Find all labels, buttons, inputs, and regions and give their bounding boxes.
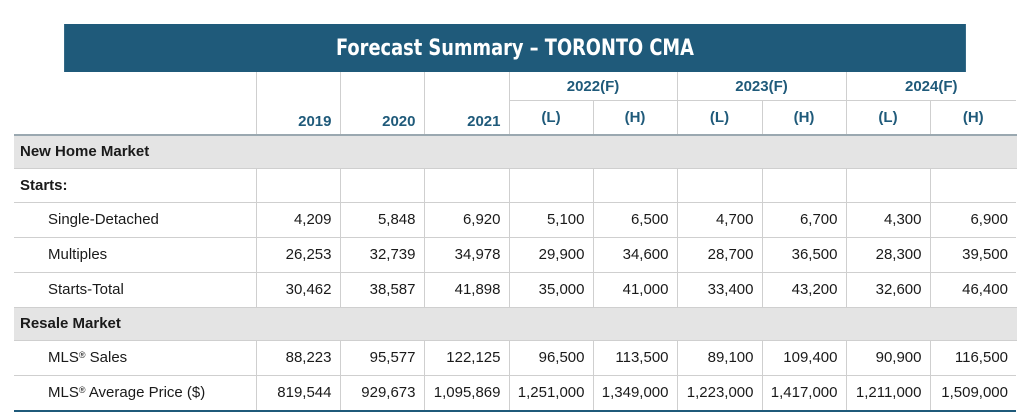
table-cell: 6,900 bbox=[930, 202, 1016, 238]
table-cell: 113,500 bbox=[593, 340, 678, 376]
table-cell: 32,739 bbox=[340, 237, 425, 273]
table-cell: 1,251,000 bbox=[509, 375, 594, 412]
header-year-2020: 2020 bbox=[340, 100, 425, 135]
table-row: Multiples 26,253 32,739 34,978 29,900 34,600 2… bbox=[14, 237, 1016, 273]
table-cell: 1,211,000 bbox=[846, 375, 931, 412]
table-cell: 1,095,869 bbox=[424, 375, 510, 412]
table-cell: 28,300 bbox=[846, 237, 931, 273]
table-cell: 6,700 bbox=[762, 202, 847, 238]
row-label-prefix: MLS bbox=[48, 349, 79, 366]
header-2022-high: (H) bbox=[593, 100, 678, 135]
row-label: MLS® Average Price ($) bbox=[14, 375, 257, 412]
row-label-suffix: Average Price ($) bbox=[85, 384, 206, 401]
section-new-home-market: New Home Market bbox=[14, 134, 1017, 169]
table-cell: 43,200 bbox=[762, 272, 847, 308]
table-cell: 26,253 bbox=[256, 237, 341, 273]
table-cell: 1,349,000 bbox=[593, 375, 678, 412]
table-row: MLS® Sales 88,223 95,577 122,125 96,500 113,5… bbox=[14, 340, 1016, 376]
table-cell: 95,577 bbox=[340, 340, 425, 376]
table-row: Single-Detached 4,209 5,848 6,920 5,100 6,500… bbox=[14, 202, 1016, 238]
row-label: Single-Detached bbox=[14, 202, 257, 238]
table-cell: 28,700 bbox=[677, 237, 763, 273]
header-2022-low: (L) bbox=[509, 100, 594, 135]
header-year-2021: 2021 bbox=[424, 100, 510, 135]
row-label: Starts-Total bbox=[14, 272, 257, 308]
starts-subheader-row: Starts: bbox=[14, 168, 1016, 203]
header-2023-low: (L) bbox=[677, 100, 763, 135]
row-label-prefix: MLS bbox=[48, 384, 79, 401]
table-cell: 41,000 bbox=[593, 272, 678, 308]
table-cell: 4,700 bbox=[677, 202, 763, 238]
table-cell: 39,500 bbox=[930, 237, 1016, 273]
table-cell: 109,400 bbox=[762, 340, 847, 376]
table-cell: 116,500 bbox=[930, 340, 1016, 376]
table-cell: 4,209 bbox=[256, 202, 341, 238]
table-cell: 5,848 bbox=[340, 202, 425, 238]
header-2024-low: (L) bbox=[846, 100, 931, 135]
table-row: Starts-Total 30,462 38,587 41,898 35,000 41,0… bbox=[14, 272, 1016, 308]
header-row-columns: 2019 2020 2021 (L) (H) (L) (H) (L) (H) bbox=[14, 100, 1016, 135]
table-cell: 32,600 bbox=[846, 272, 931, 308]
table-cell: 1,509,000 bbox=[930, 375, 1016, 412]
table-cell: 36,500 bbox=[762, 237, 847, 273]
header-year-2019: 2019 bbox=[256, 100, 341, 135]
header-group-2022: 2022(F) bbox=[509, 72, 678, 101]
table-cell: 6,920 bbox=[424, 202, 510, 238]
section-resale-market: Resale Market bbox=[14, 307, 1017, 341]
header-group-2023: 2023(F) bbox=[677, 72, 847, 101]
registered-mark: ® bbox=[78, 385, 86, 395]
header-blank bbox=[14, 72, 257, 101]
row-label: Multiples bbox=[14, 237, 257, 273]
table-title: Forecast Summary – TORONTO CMA bbox=[64, 24, 966, 72]
table-cell: 30,462 bbox=[256, 272, 341, 308]
table-cell: 819,544 bbox=[256, 375, 341, 412]
header-group-2024: 2024(F) bbox=[846, 72, 1016, 101]
table-cell: 33,400 bbox=[677, 272, 763, 308]
table-cell: 34,978 bbox=[424, 237, 510, 273]
table-cell: 5,100 bbox=[509, 202, 594, 238]
row-label-suffix: Sales bbox=[85, 349, 128, 366]
table-cell: 122,125 bbox=[424, 340, 510, 376]
table-cell: 35,000 bbox=[509, 272, 594, 308]
header-2024-high: (H) bbox=[930, 100, 1016, 135]
header-2023-high: (H) bbox=[762, 100, 847, 135]
table-cell: 1,223,000 bbox=[677, 375, 763, 412]
table-cell: 29,900 bbox=[509, 237, 594, 273]
forecast-summary: Forecast Summary – TORONTO CMA 2022(F) 2… bbox=[14, 24, 1017, 412]
table-row: MLS® Average Price ($) 819,544 929,673 1,09… bbox=[14, 375, 1016, 412]
table-cell: 41,898 bbox=[424, 272, 510, 308]
table-cell: 1,417,000 bbox=[762, 375, 847, 412]
section-label: Resale Market bbox=[14, 307, 1017, 341]
table-cell: 6,500 bbox=[593, 202, 678, 238]
table-cell: 34,600 bbox=[593, 237, 678, 273]
starts-label: Starts: bbox=[14, 168, 257, 203]
row-label: MLS® Sales bbox=[14, 340, 257, 376]
table-cell: 88,223 bbox=[256, 340, 341, 376]
registered-mark: ® bbox=[78, 350, 86, 360]
table-cell: 38,587 bbox=[340, 272, 425, 308]
section-label: New Home Market bbox=[14, 134, 1017, 169]
table-cell: 89,100 bbox=[677, 340, 763, 376]
forecast-table: 2022(F) 2023(F) 2024(F) 2019 2020 2021 (… bbox=[14, 72, 1017, 412]
table-cell: 4,300 bbox=[846, 202, 931, 238]
table-cell: 96,500 bbox=[509, 340, 594, 376]
table-cell: 929,673 bbox=[340, 375, 425, 412]
table-cell: 90,900 bbox=[846, 340, 931, 376]
header-row-groups: 2022(F) 2023(F) 2024(F) bbox=[14, 72, 1016, 101]
table-cell: 46,400 bbox=[930, 272, 1016, 308]
